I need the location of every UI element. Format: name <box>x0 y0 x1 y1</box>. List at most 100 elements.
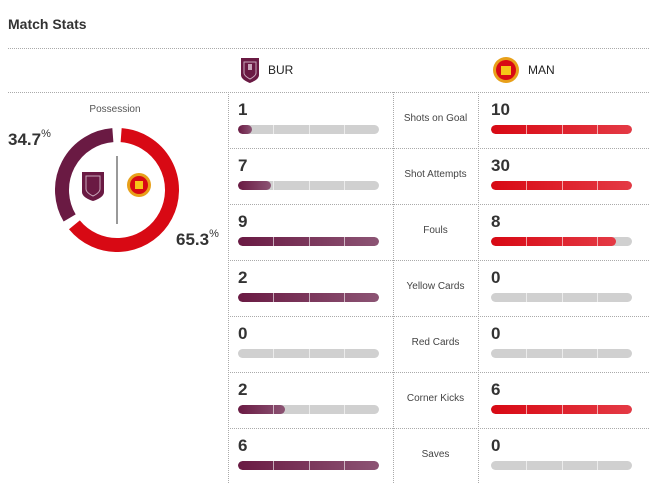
bar-segment-divider <box>561 181 563 190</box>
divider <box>8 92 649 93</box>
stat-bar-bur <box>238 293 379 302</box>
bar-segment-divider <box>596 181 598 190</box>
possession-arc-away <box>68 128 179 252</box>
stat-bar-bur <box>238 405 379 414</box>
team-header-home: BUR <box>240 56 293 84</box>
bar-segment-divider <box>308 237 310 246</box>
bar-segment-divider <box>561 349 563 358</box>
bar-segment-divider <box>308 293 310 302</box>
bar-segment-divider <box>343 349 345 358</box>
team-header-away: MAN <box>492 56 555 84</box>
bar-segment-divider <box>308 405 310 414</box>
possession-label: Possession <box>89 104 141 115</box>
stat-row: 7 Shot Attempts 30 <box>228 148 649 205</box>
stat-bar-bur <box>238 237 379 246</box>
divider <box>228 428 649 429</box>
possession-away-value: 65.3% <box>176 228 219 250</box>
stat-bar-fill-bur <box>238 125 253 134</box>
bar-segment-divider <box>561 405 563 414</box>
page-title: Match Stats <box>8 16 87 32</box>
percent-sign: % <box>41 128 51 140</box>
bar-segment-divider <box>526 237 528 246</box>
bar-segment-divider <box>596 293 598 302</box>
bar-segment-divider <box>343 237 345 246</box>
bar-segment-divider <box>273 125 275 134</box>
bar-segment-divider <box>308 125 310 134</box>
divider <box>8 48 649 49</box>
stat-value-man: 30 <box>491 156 510 175</box>
stat-bar-man <box>491 405 632 414</box>
stat-value-bur: 6 <box>238 436 248 455</box>
stat-value-bur: 7 <box>238 156 248 175</box>
possession-home-number: 34.7 <box>8 130 42 149</box>
bar-segment-divider <box>308 349 310 358</box>
stat-bar-man <box>491 181 632 190</box>
divider <box>228 260 649 261</box>
bar-segment-divider <box>526 349 528 358</box>
stat-row: 2 Yellow Cards 0 <box>228 260 649 317</box>
manutd-crest-icon <box>127 173 151 197</box>
team-abbr-away: MAN <box>528 63 555 77</box>
stat-bar-fill-bur <box>238 181 271 190</box>
bar-segment-divider <box>526 461 528 470</box>
bar-segment-divider <box>343 461 345 470</box>
stat-bar-bur <box>238 349 379 358</box>
stat-bar-man <box>491 349 632 358</box>
bar-segment-divider <box>273 293 275 302</box>
bar-segment-divider <box>596 461 598 470</box>
bar-segment-divider <box>526 405 528 414</box>
stat-bar-bur <box>238 461 379 470</box>
stat-value-man: 10 <box>491 100 510 119</box>
possession-arc-home <box>55 128 114 222</box>
team-abbr-home: BUR <box>268 63 294 77</box>
divider <box>478 92 479 483</box>
stat-bar-bur <box>238 181 379 190</box>
stat-bar-man <box>491 125 632 134</box>
bar-segment-divider <box>561 125 563 134</box>
stat-value-man: 0 <box>491 436 501 455</box>
bar-segment-divider <box>343 125 345 134</box>
stat-bar-man <box>491 237 632 246</box>
stat-row: 6 Saves 0 <box>228 428 649 484</box>
possession-away-number: 65.3 <box>176 230 210 249</box>
stat-label: Yellow Cards <box>406 281 465 292</box>
stat-label: Red Cards <box>411 337 460 348</box>
stat-bar-man <box>491 461 632 470</box>
stat-label: Corner Kicks <box>406 393 465 404</box>
manutd-crest-icon <box>493 57 519 83</box>
stat-value-man: 0 <box>491 324 501 343</box>
bar-segment-divider <box>526 293 528 302</box>
divider <box>228 316 649 317</box>
bar-segment-divider <box>561 461 563 470</box>
bar-segment-divider <box>273 461 275 470</box>
bar-segment-divider <box>273 237 275 246</box>
stat-bar-fill-bur <box>238 405 285 414</box>
bar-segment-divider <box>561 237 563 246</box>
bar-segment-divider <box>343 405 345 414</box>
stat-value-bur: 2 <box>238 268 248 287</box>
burnley-crest-icon <box>241 58 259 83</box>
stat-value-man: 6 <box>491 380 501 399</box>
stat-row: 2 Corner Kicks 6 <box>228 372 649 429</box>
bar-segment-divider <box>526 181 528 190</box>
percent-sign: % <box>209 228 219 240</box>
divider <box>393 92 394 483</box>
bar-segment-divider <box>526 125 528 134</box>
stat-bar-bur <box>238 125 379 134</box>
bar-segment-divider <box>273 181 275 190</box>
divider <box>228 372 649 373</box>
bar-segment-divider <box>561 293 563 302</box>
bar-segment-divider <box>308 461 310 470</box>
possession-home-value: 34.7% <box>8 128 51 150</box>
bar-segment-divider <box>343 181 345 190</box>
stat-label: Shots on Goal <box>403 113 468 124</box>
stat-value-bur: 2 <box>238 380 248 399</box>
bar-segment-divider <box>308 181 310 190</box>
stat-row: 1 Shots on Goal 10 <box>228 92 649 149</box>
stat-value-bur: 9 <box>238 212 248 231</box>
stat-value-man: 8 <box>491 212 501 231</box>
bar-segment-divider <box>343 293 345 302</box>
stat-value-bur: 0 <box>238 324 248 343</box>
bar-segment-divider <box>596 405 598 414</box>
bar-segment-divider <box>596 349 598 358</box>
